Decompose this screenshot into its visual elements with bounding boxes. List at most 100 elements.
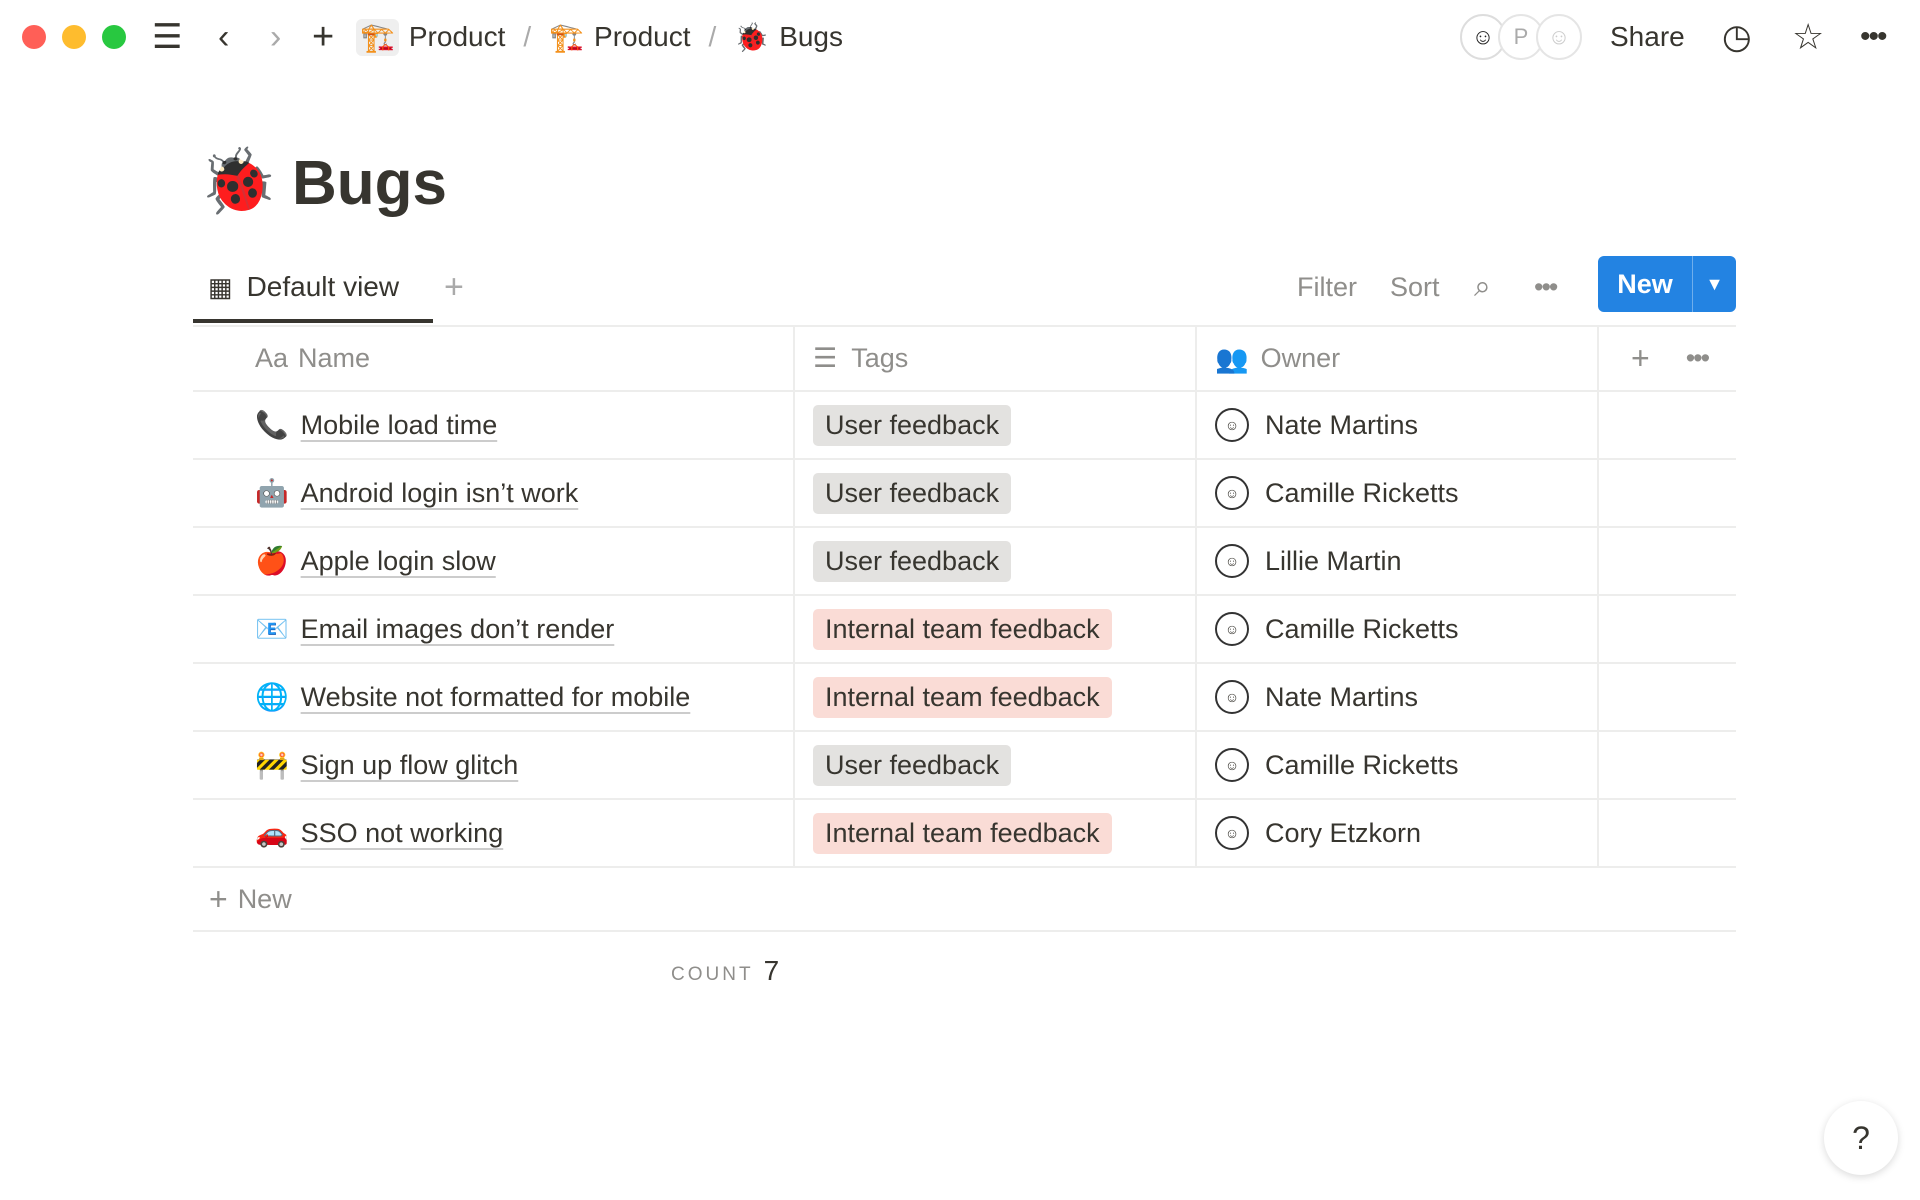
row-name[interactable]: Sign up flow glitch (300, 749, 519, 780)
table-header: Aa Name ☰ Tags 👥 Owner + ••• (193, 325, 1736, 392)
ladybug-icon: 🐞 (734, 21, 770, 53)
row-name[interactable]: Apple login slow (300, 545, 496, 576)
clock-icon[interactable]: ◷ (1722, 18, 1752, 56)
owner-cell[interactable]: ☺ Camille Ricketts (1197, 596, 1599, 662)
breadcrumb-item[interactable]: Product (408, 21, 506, 52)
avatar: ☺ (1215, 612, 1249, 646)
new-button[interactable]: New ▼ (1598, 256, 1736, 312)
forward-icon[interactable]: › (270, 17, 282, 56)
owner-cell[interactable]: ☺ Camille Ricketts (1197, 460, 1599, 526)
owner-cell[interactable]: ☺ Lillie Martin (1197, 528, 1599, 594)
help-button[interactable]: ? (1824, 1101, 1898, 1175)
row-name[interactable]: Email images don’t render (300, 613, 615, 644)
table-row[interactable]: 📧 Email images don’t render Internal team… (193, 596, 1736, 664)
empty-cell[interactable] (1599, 460, 1736, 526)
empty-cell[interactable] (1599, 528, 1736, 594)
row-icon: 🌐 (255, 682, 289, 712)
row-name[interactable]: Android login isn’t work (300, 477, 579, 508)
avatar: ☺ (1215, 680, 1249, 714)
table-row[interactable]: 🚗 SSO not working Internal team feedback … (193, 800, 1736, 868)
close-window-button[interactable] (22, 25, 46, 49)
breadcrumb-item[interactable]: Product (594, 21, 691, 52)
tags-cell[interactable]: User feedback (795, 460, 1197, 526)
owner-cell[interactable]: ☺ Cory Etzkorn (1197, 800, 1599, 866)
empty-cell[interactable] (1599, 392, 1736, 458)
name-cell[interactable]: 🌐 Website not formatted for mobile (193, 664, 795, 730)
tag-badge: User feedback (813, 404, 1012, 446)
table-row[interactable]: 🌐 Website not formatted for mobile Intern… (193, 664, 1736, 732)
tags-cell[interactable]: Internal team feedback (795, 664, 1197, 730)
add-view-icon[interactable]: + (444, 267, 464, 306)
maximize-window-button[interactable] (102, 25, 126, 49)
empty-cell[interactable] (1599, 732, 1736, 798)
breadcrumb-item[interactable]: Bugs (779, 21, 844, 52)
table-row[interactable]: 🚧 Sign up flow glitch User feedback ☺ Cami… (193, 732, 1736, 800)
owner-cell[interactable]: ☺ Camille Ricketts (1197, 732, 1599, 798)
star-icon[interactable]: ☆ (1792, 16, 1825, 57)
row-name[interactable]: SSO not working (300, 817, 504, 848)
filter-button[interactable]: Filter (1297, 271, 1357, 302)
chevron-down-icon[interactable]: ▼ (1692, 256, 1736, 312)
header-owner[interactable]: 👥 Owner (1197, 327, 1599, 390)
plus-icon: + (209, 880, 228, 917)
owner-cell[interactable]: ☺ Nate Martins (1197, 664, 1599, 730)
table-row[interactable]: 🍎 Apple login slow User feedback ☺ Lillie … (193, 528, 1736, 596)
tag-badge: User feedback (813, 744, 1012, 786)
header-name[interactable]: Aa Name (193, 327, 795, 390)
page-icon[interactable]: 🐞 (198, 145, 278, 217)
name-cell[interactable]: 🍎 Apple login slow (193, 528, 795, 594)
avatar[interactable]: ☺ (1536, 14, 1582, 60)
name-cell[interactable]: 🚗 SSO not working (193, 800, 795, 866)
empty-cell[interactable] (1599, 596, 1736, 662)
name-cell[interactable]: 🤖 Android login isn’t work (193, 460, 795, 526)
tags-cell[interactable]: User feedback (795, 528, 1197, 594)
tab-default-view[interactable]: ▦ Default view (208, 264, 399, 310)
text-type-icon: Aa (255, 343, 289, 373)
avatar: ☺ (1215, 748, 1249, 782)
row-name[interactable]: Mobile load time (300, 409, 498, 440)
tags-cell[interactable]: Internal team feedback (795, 596, 1197, 662)
owner-name: Camille Ricketts (1265, 477, 1459, 508)
tag-badge: Internal team feedback (813, 812, 1112, 854)
row-icon: 📧 (255, 614, 289, 644)
row-icon: 📞 (255, 410, 289, 440)
owner-name: Camille Ricketts (1265, 749, 1459, 780)
add-row-button[interactable]: + New (193, 868, 1736, 932)
share-button[interactable]: Share (1610, 21, 1685, 52)
add-column-icon[interactable]: + (1631, 340, 1650, 376)
sort-button[interactable]: Sort (1390, 271, 1440, 302)
back-icon[interactable]: ‹ (218, 17, 230, 56)
people-icon: 👥 (1215, 343, 1249, 374)
empty-cell[interactable] (1599, 800, 1736, 866)
tag-badge: Internal team feedback (813, 608, 1112, 650)
row-icon: 🚗 (255, 818, 289, 848)
owner-cell[interactable]: ☺ Nate Martins (1197, 392, 1599, 458)
count-summary[interactable]: COUNT 7 (671, 955, 780, 986)
menu-icon[interactable]: ☰ (152, 18, 183, 56)
tags-cell[interactable]: User feedback (795, 732, 1197, 798)
page-title[interactable]: Bugs (292, 149, 447, 218)
avatar: ☺ (1215, 544, 1249, 578)
name-cell[interactable]: 🚧 Sign up flow glitch (193, 732, 795, 798)
name-cell[interactable]: 📧 Email images don’t render (193, 596, 795, 662)
tags-cell[interactable]: Internal team feedback (795, 800, 1197, 866)
avatar: ☺ (1215, 408, 1249, 442)
database-table: Aa Name ☰ Tags 👥 Owner + ••• 📞 Mobile load ti… (193, 325, 1736, 932)
more-icon[interactable]: ••• (1534, 271, 1558, 302)
row-icon: 🤖 (255, 478, 289, 508)
minimize-window-button[interactable] (62, 25, 86, 49)
add-page-icon[interactable]: + (312, 15, 335, 58)
breadcrumb: 🏗️ Product / 🏗️ Product / 🐞 Bugs (356, 14, 843, 60)
name-cell[interactable]: 📞 Mobile load time (193, 392, 795, 458)
empty-cell[interactable] (1599, 664, 1736, 730)
row-name[interactable]: Website not formatted for mobile (300, 681, 691, 712)
tags-cell[interactable]: User feedback (795, 392, 1197, 458)
search-icon[interactable]: ⌕ (1474, 270, 1491, 303)
table-row[interactable]: 🤖 Android login isn’t work User feedback … (193, 460, 1736, 528)
table-row[interactable]: 📞 Mobile load time User feedback ☺ Nate Ma… (193, 392, 1736, 460)
header-tags[interactable]: ☰ Tags (795, 327, 1197, 390)
owner-name: Camille Ricketts (1265, 613, 1459, 644)
more-icon[interactable]: ••• (1685, 343, 1710, 373)
tag-badge: Internal team feedback (813, 676, 1112, 718)
more-icon[interactable]: ••• (1860, 20, 1887, 53)
